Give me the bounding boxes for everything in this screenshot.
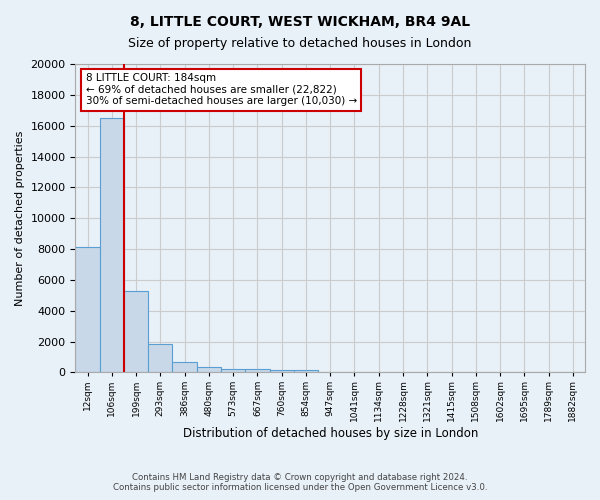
Bar [294, 370, 318, 372]
Y-axis label: Number of detached properties: Number of detached properties [15, 130, 25, 306]
Text: Contains HM Land Registry data © Crown copyright and database right 2024.
Contai: Contains HM Land Registry data © Crown c… [113, 473, 487, 492]
Bar [197, 368, 221, 372]
Bar [245, 370, 269, 372]
Text: Size of property relative to detached houses in London: Size of property relative to detached ho… [128, 38, 472, 51]
Bar [100, 118, 124, 372]
Bar [124, 290, 148, 372]
Bar [76, 248, 100, 372]
Text: 8 LITTLE COURT: 184sqm
← 69% of detached houses are smaller (22,822)
30% of semi: 8 LITTLE COURT: 184sqm ← 69% of detached… [86, 74, 357, 106]
Bar [221, 369, 245, 372]
X-axis label: Distribution of detached houses by size in London: Distribution of detached houses by size … [182, 427, 478, 440]
Bar [269, 370, 294, 372]
Bar [172, 362, 197, 372]
Bar [148, 344, 172, 372]
Text: 8, LITTLE COURT, WEST WICKHAM, BR4 9AL: 8, LITTLE COURT, WEST WICKHAM, BR4 9AL [130, 15, 470, 29]
